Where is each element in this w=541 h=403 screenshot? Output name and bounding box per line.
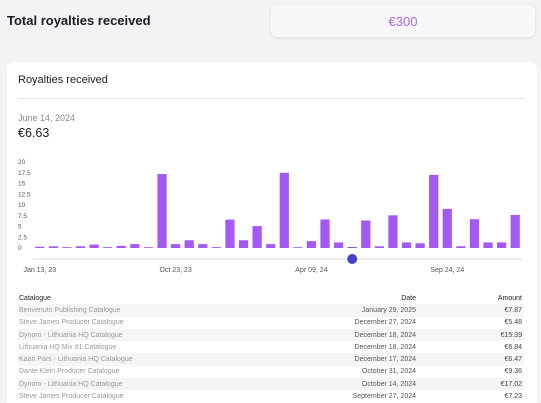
y-tick-label: 12.5 <box>18 191 31 198</box>
chart-bar[interactable] <box>62 247 72 248</box>
y-tick-label: 2.5 <box>18 234 27 241</box>
chart-bar[interactable] <box>130 244 140 248</box>
y-tick-label: 20 <box>18 159 26 166</box>
chart-bar[interactable] <box>293 247 303 248</box>
table-row[interactable]: Benvenuto Publishing Catalogue January 2… <box>18 304 524 317</box>
chart-bar[interactable] <box>225 219 235 248</box>
x-tick-label: Jan 13, 23 <box>23 267 56 274</box>
chart-bar[interactable] <box>401 242 412 248</box>
chart-bar[interactable] <box>252 226 262 248</box>
total-royalties-value: €300 <box>388 13 418 29</box>
row-catalogue: Kaan Pars - Lithuania HQ Catalogue <box>19 356 133 364</box>
chart-bar[interactable] <box>374 246 384 248</box>
y-tick-label: 15 <box>18 181 26 188</box>
scrub-handle[interactable] <box>347 254 358 264</box>
row-catalogue: Benvenuto Publishing Catalogue <box>19 306 121 314</box>
chart-bar[interactable] <box>306 241 317 248</box>
table-row[interactable]: Dynoro - Lithuania HQ Catalogue December… <box>18 328 524 342</box>
chart-bar[interactable] <box>483 242 493 248</box>
row-catalogue: Steve James Producer Catalogue <box>19 319 124 327</box>
chart-bar[interactable] <box>143 247 154 248</box>
row-date: October 31, 2024 <box>361 368 416 376</box>
date-column-header: Date <box>401 294 416 302</box>
row-date: December 18, 2024 <box>354 343 416 351</box>
y-tick-label: 7.5 <box>18 213 27 220</box>
chart-bar[interactable] <box>388 215 398 248</box>
row-catalogue: Steve James Producer Catalogue <box>19 393 124 401</box>
royalties-table: Catalogue Date Amount Benvenuto Publishi… <box>18 292 524 403</box>
row-date: October 14, 2024 <box>361 380 416 388</box>
chart-bar[interactable] <box>75 246 86 248</box>
table-row[interactable]: Steve James Producer Catalogue December … <box>18 317 524 329</box>
table-row[interactable]: Dante Klein Producer Catalogue October 3… <box>18 366 524 378</box>
chart-bar[interactable] <box>510 214 520 248</box>
y-tick-label: 5 <box>18 224 22 231</box>
chart-bar[interactable] <box>361 220 371 248</box>
total-royalties-card: €300 <box>271 5 535 37</box>
row-amount: €15.39 <box>500 331 522 339</box>
table-header-row: Catalogue Date Amount <box>18 292 524 304</box>
chart-bar[interactable] <box>347 247 357 248</box>
selected-value: €6.63 <box>18 126 50 140</box>
x-tick-label: Sep 24, 24 <box>430 267 464 274</box>
table-row[interactable]: Lithuania HQ Mix #1 Catalogue December 1… <box>18 341 524 353</box>
row-date: December 18, 2024 <box>354 331 416 339</box>
chart-bar[interactable] <box>497 242 507 248</box>
table-row[interactable]: Dynoro - Lithuania HQ Catalogue October … <box>18 378 524 391</box>
chart-bar[interactable] <box>320 219 330 248</box>
chart-bar[interactable] <box>238 240 249 248</box>
row-amount: €6.47 <box>504 356 522 364</box>
y-tick-label: 17.5 <box>18 170 31 177</box>
chart-bar[interactable] <box>116 245 126 248</box>
chart-bar[interactable] <box>184 240 194 248</box>
chart-bar[interactable] <box>415 243 425 248</box>
y-tick-label: 10 <box>18 202 26 209</box>
panel-title: Royalties received <box>18 74 108 86</box>
chart-bar[interactable] <box>279 172 289 248</box>
row-amount: €5.48 <box>504 319 522 327</box>
row-amount: €9.36 <box>504 368 522 376</box>
chart-bar[interactable] <box>211 247 221 248</box>
row-amount: €7.23 <box>504 393 522 401</box>
row-date: December 17, 2024 <box>354 356 416 364</box>
chart-bar[interactable] <box>171 244 181 248</box>
panel-divider <box>18 98 524 99</box>
y-tick-label: 0 <box>18 245 22 252</box>
x-tick-label: Oct 23, 23 <box>159 267 191 274</box>
chart-bar[interactable] <box>266 244 276 248</box>
row-catalogue: Dynoro - Lithuania HQ Catalogue <box>19 331 123 339</box>
chart-bar[interactable] <box>456 246 466 248</box>
row-catalogue: Dante Klein Producer Catalogue <box>19 368 120 376</box>
royalties-panel: Royalties received June 14, 2024 €6.63 0… <box>7 62 537 403</box>
chart-bar[interactable] <box>469 219 480 248</box>
chart-bar[interactable] <box>48 246 58 248</box>
amount-column-header: Amount <box>497 294 522 302</box>
row-amount: €6.84 <box>504 343 522 351</box>
chart-bar[interactable] <box>334 242 344 248</box>
royalties-bar-chart: 0 2.5 5 7.5 10 12.5 15 17.5 20 Jan 13, 23 Oct 23, … <box>18 159 522 274</box>
row-date: September 27, 2024 <box>352 393 416 401</box>
chart-bar[interactable] <box>157 174 167 248</box>
page-header-title: Total royalties received <box>7 13 151 28</box>
row-amount: €17.02 <box>500 380 522 388</box>
table-row[interactable]: Steve James Producer Catalogue September… <box>18 390 524 402</box>
row-catalogue: Dynoro - Lithuania HQ Catalogue <box>19 380 123 388</box>
chart-bar[interactable] <box>103 247 113 248</box>
row-catalogue: Lithuania HQ Mix #1 Catalogue <box>19 343 117 351</box>
selected-date: June 14, 2024 <box>18 113 76 123</box>
chart-bar[interactable] <box>89 244 99 248</box>
chart-bar[interactable] <box>35 246 45 248</box>
chart-bar[interactable] <box>429 174 439 248</box>
row-date: January 29, 2025 <box>361 306 416 314</box>
chart-bar[interactable] <box>442 208 452 248</box>
catalogue-column-header: Catalogue <box>19 294 51 302</box>
x-tick-label: Apr 09, 24 <box>295 267 327 274</box>
row-date: December 27, 2024 <box>354 319 416 327</box>
table-row[interactable]: Kaan Pars - Lithuania HQ Catalogue Decem… <box>18 353 524 366</box>
row-amount: €7.87 <box>504 306 522 314</box>
chart-bar[interactable] <box>198 244 208 248</box>
